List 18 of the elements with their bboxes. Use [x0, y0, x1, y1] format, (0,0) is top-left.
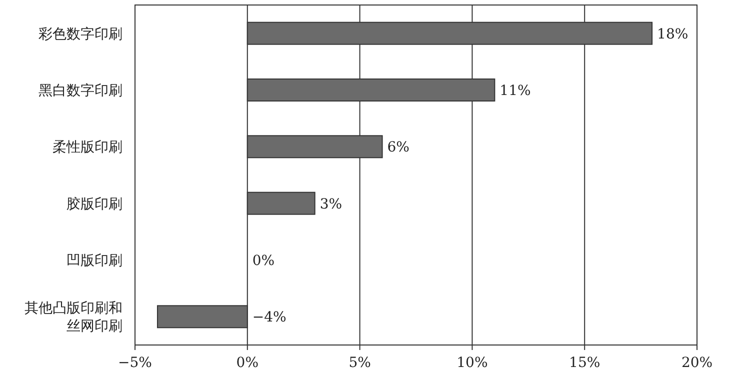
data-label: 11%: [500, 83, 531, 99]
x-tick-label: 15%: [569, 355, 600, 371]
y-tick-label: 其他凸版印刷和丝网印刷: [24, 300, 122, 335]
x-tick-label: 20%: [681, 355, 713, 371]
data-label: 18%: [657, 26, 688, 42]
data-label: 3%: [320, 196, 342, 212]
x-tick-label: −5%: [118, 355, 152, 371]
y-tick-label: 黑白数字印刷: [38, 83, 122, 99]
data-label: −4%: [252, 310, 286, 326]
x-tick-label: 5%: [348, 355, 371, 371]
y-tick-label: 彩色数字印刷: [38, 26, 122, 42]
y-tick-label: 胶版印刷: [66, 196, 122, 212]
y-tick-label: 柔性版印刷: [52, 140, 122, 156]
x-tick-label: 0%: [236, 355, 259, 371]
x-tick-label: 10%: [456, 355, 488, 371]
y-tick-label: 凹版印刷: [66, 253, 122, 269]
data-label: 0%: [252, 253, 275, 269]
data-label: 6%: [387, 140, 410, 156]
